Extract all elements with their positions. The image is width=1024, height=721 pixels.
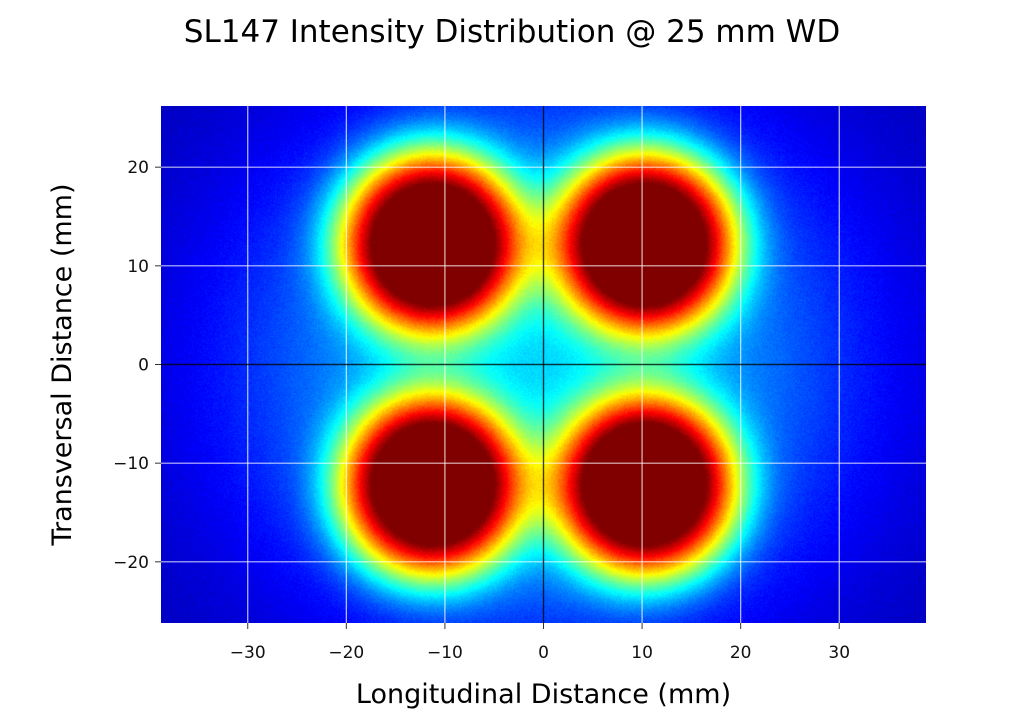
- x-tick-label: −10: [427, 643, 463, 663]
- x-tick-label: −20: [328, 643, 364, 663]
- x-tick-label: −30: [230, 643, 266, 663]
- tick-labels: −30 −20 −10 0 10 20 30 −20 −10 0 10 20: [113, 158, 850, 663]
- x-tick-label: 0: [538, 643, 549, 663]
- ticks: [155, 166, 840, 629]
- y-tick-label: 20: [127, 158, 149, 178]
- x-tick-label: 20: [730, 643, 752, 663]
- zero-lines: [161, 106, 926, 623]
- y-tick-label: −10: [113, 454, 149, 474]
- y-axis-label: Transversal Distance (mm): [47, 183, 78, 546]
- x-axis-label: Longitudinal Distance (mm): [356, 679, 731, 710]
- x-tick-label: 10: [631, 643, 653, 663]
- y-tick-label: 0: [138, 356, 149, 376]
- y-tick-label: −20: [113, 553, 149, 573]
- y-tick-label: 10: [127, 257, 149, 277]
- chart-title: SL147 Intensity Distribution @ 25 mm WD: [183, 14, 841, 50]
- x-tick-label: 30: [828, 643, 850, 663]
